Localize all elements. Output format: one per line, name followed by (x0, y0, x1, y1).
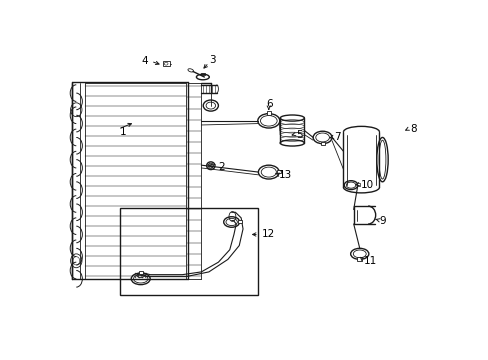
Bar (320, 142, 325, 145)
Text: 5: 5 (296, 130, 302, 140)
Text: 12: 12 (262, 229, 275, 239)
Bar (277, 170, 280, 174)
Text: 1: 1 (120, 127, 126, 137)
Text: 10: 10 (360, 180, 373, 190)
Bar (201, 73, 205, 75)
Text: 3: 3 (208, 55, 215, 65)
Bar (266, 111, 271, 115)
Text: 13: 13 (279, 170, 292, 180)
Text: 11: 11 (364, 256, 377, 266)
Bar (238, 220, 242, 223)
Text: 2: 2 (218, 162, 224, 172)
Text: 7: 7 (333, 132, 340, 143)
Text: 4: 4 (142, 56, 148, 66)
Text: 8: 8 (409, 124, 416, 134)
Text: 6: 6 (265, 99, 272, 109)
Text: 9: 9 (379, 216, 386, 226)
Bar (120, 208, 258, 296)
Bar (357, 257, 362, 261)
Bar (356, 184, 359, 186)
Bar (163, 62, 169, 66)
Bar (139, 271, 143, 274)
